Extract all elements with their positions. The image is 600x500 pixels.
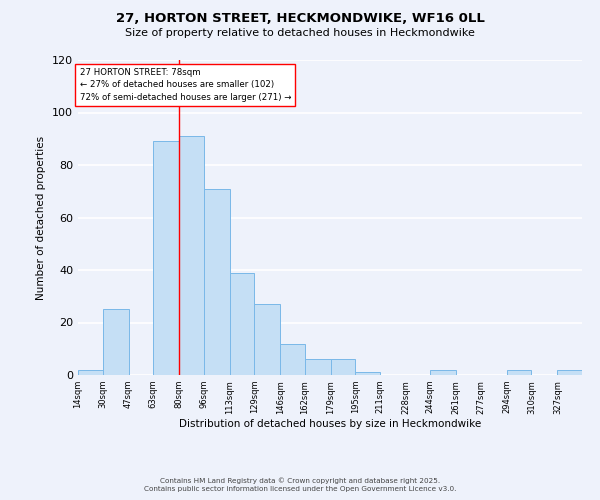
Bar [230, 272, 254, 375]
Bar [103, 310, 128, 375]
Bar [331, 359, 355, 375]
Text: 27 HORTON STREET: 78sqm
← 27% of detached houses are smaller (102)
72% of semi-d: 27 HORTON STREET: 78sqm ← 27% of detache… [80, 68, 291, 102]
Bar [280, 344, 305, 375]
Bar [305, 359, 331, 375]
Bar [355, 372, 380, 375]
X-axis label: Distribution of detached houses by size in Heckmondwike: Distribution of detached houses by size … [179, 420, 481, 430]
Bar [557, 370, 582, 375]
Bar [430, 370, 457, 375]
Bar [78, 370, 103, 375]
Bar [203, 188, 230, 375]
Text: 27, HORTON STREET, HECKMONDWIKE, WF16 0LL: 27, HORTON STREET, HECKMONDWIKE, WF16 0L… [116, 12, 484, 26]
Bar [153, 142, 179, 375]
Bar [179, 136, 203, 375]
Bar [507, 370, 532, 375]
Text: Size of property relative to detached houses in Heckmondwike: Size of property relative to detached ho… [125, 28, 475, 38]
Y-axis label: Number of detached properties: Number of detached properties [37, 136, 46, 300]
Bar [254, 304, 280, 375]
Text: Contains HM Land Registry data © Crown copyright and database right 2025.
Contai: Contains HM Land Registry data © Crown c… [144, 478, 456, 492]
